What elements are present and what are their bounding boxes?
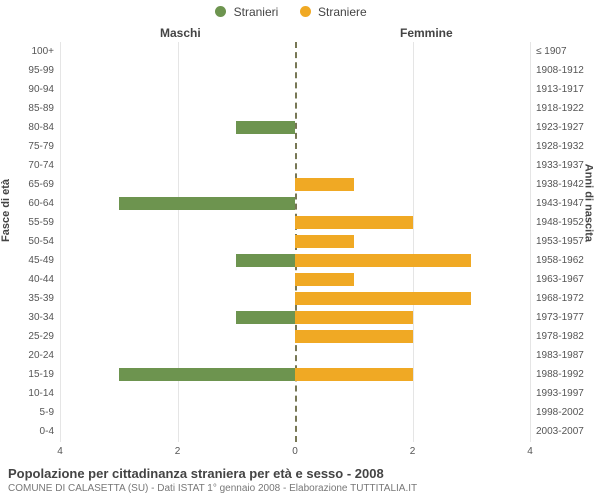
chart-root: Stranieri Straniere Maschi Femmine Fasce… [0,0,600,500]
bar-female [295,235,354,248]
y-label-years: 1943-1947 [536,194,584,213]
y-axis-title-left: Fasce di età [0,179,12,242]
bar-female [295,178,354,191]
age-row: 35-391968-1972 [60,289,530,308]
age-row: 65-691938-1942 [60,175,530,194]
bar-male [236,311,295,324]
plot-area: Fasce di età Anni di nascita 100+≤ 19079… [60,42,530,442]
bar-male [119,197,295,210]
y-label-age: 60-64 [28,194,54,213]
y-label-age: 15-19 [28,365,54,384]
y-label-years: 1948-1952 [536,213,584,232]
y-label-age: 35-39 [28,289,54,308]
bar-female [295,273,354,286]
footer-title: Popolazione per cittadinanza straniera p… [8,466,592,481]
y-label-age: 95-99 [28,61,54,80]
x-tick-label: 4 [57,446,63,457]
y-label-years: 1928-1932 [536,137,584,156]
x-tick-label: 0 [292,446,298,457]
footer: Popolazione per cittadinanza straniera p… [8,466,592,494]
age-row: 25-291978-1982 [60,327,530,346]
bar-male [236,254,295,267]
y-label-age: 100+ [31,42,54,61]
age-row: 30-341973-1977 [60,308,530,327]
age-row: 50-541953-1957 [60,232,530,251]
age-row: 95-991908-1912 [60,61,530,80]
y-label-years: 1973-1977 [536,308,584,327]
y-label-age: 75-79 [28,137,54,156]
y-label-years: 1988-1992 [536,365,584,384]
y-label-years: 1998-2002 [536,403,584,422]
bar-female [295,311,413,324]
age-row: 55-591948-1952 [60,213,530,232]
footer-subtitle: COMUNE DI CALASETTA (SU) - Dati ISTAT 1°… [8,483,592,494]
age-row: 80-841923-1927 [60,118,530,137]
age-row: 90-941913-1917 [60,80,530,99]
bar-female [295,216,413,229]
y-label-years: 1983-1987 [536,346,584,365]
y-label-years: 1938-1942 [536,175,584,194]
x-tick-label: 4 [527,446,533,457]
y-label-years: 1908-1912 [536,61,584,80]
bar-female [295,330,413,343]
legend-swatch-male [215,6,226,17]
y-label-age: 25-29 [28,327,54,346]
age-row: 70-741933-1937 [60,156,530,175]
y-label-years: 1913-1917 [536,80,584,99]
y-label-age: 85-89 [28,99,54,118]
y-label-age: 55-59 [28,213,54,232]
age-row: 10-141993-1997 [60,384,530,403]
age-row: 100+≤ 1907 [60,42,530,61]
bar-female [295,254,471,267]
y-label-years: 1993-1997 [536,384,584,403]
subhead-male: Maschi [160,26,201,40]
age-row: 45-491958-1962 [60,251,530,270]
age-row: 75-791928-1932 [60,137,530,156]
y-label-years: 1963-1967 [536,270,584,289]
legend-swatch-female [300,6,311,17]
legend: Stranieri Straniere [0,4,600,19]
age-row: 40-441963-1967 [60,270,530,289]
y-label-age: 0-4 [40,422,54,441]
y-label-age: 70-74 [28,156,54,175]
y-label-years: ≤ 1907 [536,42,567,61]
y-label-age: 20-24 [28,346,54,365]
y-label-age: 10-14 [28,384,54,403]
y-label-age: 80-84 [28,118,54,137]
age-row: 20-241983-1987 [60,346,530,365]
y-label-age: 5-9 [40,403,54,422]
y-label-years: 1958-1962 [536,251,584,270]
age-row: 0-42003-2007 [60,422,530,441]
subhead-female: Femmine [400,26,453,40]
age-row: 60-641943-1947 [60,194,530,213]
bar-male [119,368,295,381]
bar-male [236,121,295,134]
y-label-years: 1953-1957 [536,232,584,251]
y-label-age: 40-44 [28,270,54,289]
age-row: 85-891918-1922 [60,99,530,118]
y-label-years: 1918-1922 [536,99,584,118]
y-label-age: 30-34 [28,308,54,327]
y-label-years: 1968-1972 [536,289,584,308]
y-label-years: 1933-1937 [536,156,584,175]
y-label-age: 45-49 [28,251,54,270]
y-label-years: 2003-2007 [536,422,584,441]
y-label-years: 1923-1927 [536,118,584,137]
bar-female [295,368,413,381]
y-label-age: 90-94 [28,80,54,99]
y-label-years: 1978-1982 [536,327,584,346]
bar-female [295,292,471,305]
y-label-age: 50-54 [28,232,54,251]
legend-label-female: Straniere [318,5,367,19]
y-label-age: 65-69 [28,175,54,194]
legend-label-male: Stranieri [234,5,279,19]
age-row: 5-91998-2002 [60,403,530,422]
x-tick-label: 2 [175,446,181,457]
x-tick-label: 2 [410,446,416,457]
grid-line [530,42,531,442]
age-row: 15-191988-1992 [60,365,530,384]
